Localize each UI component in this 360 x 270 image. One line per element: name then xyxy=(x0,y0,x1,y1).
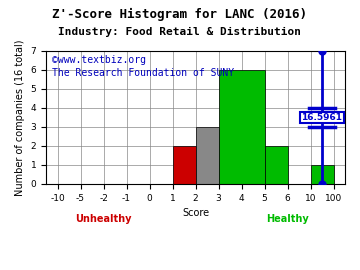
Bar xyxy=(311,165,333,184)
Text: The Research Foundation of SUNY: The Research Foundation of SUNY xyxy=(52,68,234,78)
Bar xyxy=(172,146,195,184)
Y-axis label: Number of companies (16 total): Number of companies (16 total) xyxy=(15,39,25,196)
Text: ©www.textbiz.org: ©www.textbiz.org xyxy=(52,55,146,65)
Text: Healthy: Healthy xyxy=(266,214,309,224)
Text: Unhealthy: Unhealthy xyxy=(75,214,132,224)
Bar xyxy=(195,127,219,184)
X-axis label: Score: Score xyxy=(182,208,209,218)
Text: Industry: Food Retail & Distribution: Industry: Food Retail & Distribution xyxy=(58,27,302,37)
Text: 16.5961: 16.5961 xyxy=(302,113,342,122)
Bar xyxy=(265,146,288,184)
Text: Z'-Score Histogram for LANC (2016): Z'-Score Histogram for LANC (2016) xyxy=(53,8,307,21)
Bar xyxy=(219,70,265,184)
